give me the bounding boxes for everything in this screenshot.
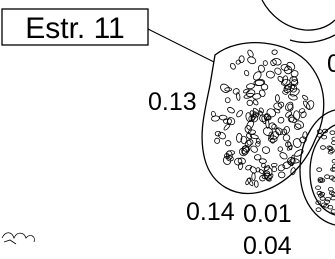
value-label: 0.01 — [243, 200, 292, 228]
cell — [328, 187, 333, 191]
cell — [245, 164, 252, 170]
page: Estr. 11 0.13 0.14 0.01 0.04 0 (() => { … — [0, 0, 335, 259]
cell — [249, 165, 258, 174]
cell — [277, 116, 285, 124]
cell — [227, 106, 236, 114]
cell — [292, 138, 302, 149]
leader-line — [148, 29, 214, 62]
label-title: Estr. 11 — [25, 12, 125, 45]
cell — [302, 94, 309, 101]
cell — [271, 163, 277, 167]
value-label: 0 — [327, 50, 335, 78]
cell — [219, 115, 227, 121]
cell — [254, 155, 261, 161]
value-label: 0.14 — [186, 198, 235, 226]
cell — [270, 59, 278, 67]
cell — [300, 111, 308, 119]
diagram: Estr. 11 0.13 0.14 0.01 0.04 0 — [0, 0, 335, 259]
cell — [291, 70, 299, 77]
cell — [239, 56, 245, 63]
cell — [246, 83, 255, 89]
cell — [272, 57, 282, 66]
cell — [224, 97, 231, 104]
cell — [252, 99, 259, 106]
cell — [299, 108, 305, 113]
cell — [278, 172, 285, 179]
cell — [316, 208, 321, 212]
cell — [252, 173, 255, 181]
cell — [325, 197, 330, 201]
value-label: 0.13 — [148, 88, 197, 116]
cell — [290, 167, 296, 175]
cell — [246, 139, 253, 146]
cell — [272, 166, 278, 172]
cell — [263, 60, 268, 65]
cell — [275, 95, 279, 102]
cell — [235, 109, 243, 118]
cell — [321, 146, 326, 150]
cell — [246, 99, 253, 106]
cell — [254, 181, 258, 188]
cell — [283, 134, 290, 141]
cell — [331, 210, 335, 214]
top-cluster-outline-2 — [290, 35, 335, 42]
cell — [229, 62, 236, 70]
cell — [325, 175, 330, 179]
cell — [266, 70, 276, 79]
squiggle — [2, 233, 34, 244]
cell — [244, 70, 250, 77]
cell — [331, 196, 335, 200]
cell — [258, 169, 264, 174]
cell — [277, 146, 283, 152]
cell — [288, 115, 294, 122]
cell — [266, 173, 274, 182]
cell — [238, 147, 249, 158]
cell — [261, 83, 269, 90]
cell — [284, 101, 295, 112]
cell — [225, 88, 232, 91]
cell — [247, 56, 257, 65]
cell — [316, 186, 321, 190]
cell — [214, 138, 220, 144]
top-cluster-outline — [262, 0, 335, 30]
cell — [305, 99, 315, 110]
cell — [272, 49, 278, 55]
cell — [215, 131, 221, 137]
cell — [285, 61, 296, 72]
cell — [224, 140, 231, 147]
cell — [294, 124, 301, 130]
cell — [332, 141, 335, 145]
cell — [277, 164, 286, 172]
value-label: 0.04 — [243, 232, 292, 259]
cell — [330, 131, 335, 135]
cell — [245, 119, 255, 130]
cell — [279, 151, 289, 160]
cell — [317, 168, 322, 172]
cell — [261, 146, 270, 155]
